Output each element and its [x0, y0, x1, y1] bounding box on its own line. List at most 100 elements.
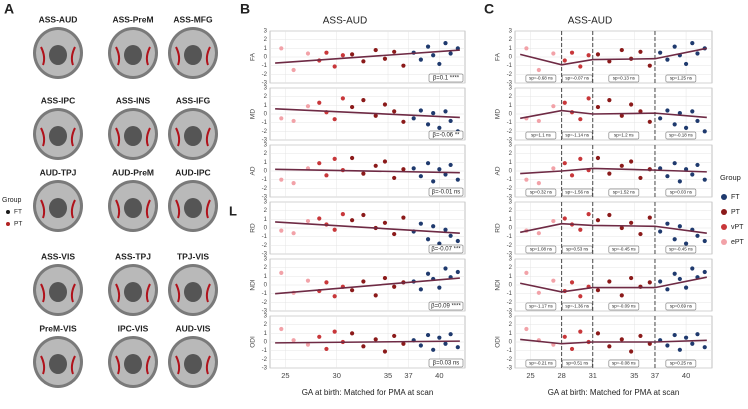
chart-title: ASS-AUD: [323, 16, 367, 27]
point: [619, 337, 624, 342]
point: [677, 111, 682, 116]
y-tick-label: -1: [262, 234, 268, 240]
point: [672, 44, 677, 49]
annotation-box: [608, 245, 640, 254]
x-tick-label: 40: [435, 371, 443, 380]
annotation-box: [561, 245, 593, 254]
y-tick-label: 3: [264, 314, 268, 320]
point: [672, 332, 677, 338]
metric-label: FA: [495, 52, 502, 61]
point: [305, 51, 311, 56]
point: [619, 293, 624, 298]
point: [382, 159, 388, 164]
annotation: sp=-0.09 ns: [612, 304, 636, 309]
point: [524, 46, 529, 51]
trend-line: [275, 277, 460, 295]
annotation-box: [665, 74, 697, 83]
y-tick-label: 2: [264, 322, 268, 328]
point: [361, 212, 366, 218]
point: [305, 218, 311, 224]
y-tick-label: 1: [264, 160, 268, 166]
point: [683, 285, 689, 290]
y-tick-label: -2: [262, 357, 268, 363]
point: [647, 63, 652, 68]
annotation: sp=0.25 ns: [670, 361, 693, 366]
point: [324, 346, 329, 352]
y-tick-label: 3: [509, 143, 513, 149]
point: [431, 53, 436, 58]
annotation: sp=0.51 ns: [566, 361, 589, 366]
brain-core: [184, 45, 202, 65]
brain-core: [124, 45, 142, 65]
point: [448, 118, 453, 124]
point: [411, 116, 416, 121]
point: [448, 51, 453, 56]
annotation: β=0.1 ****: [433, 76, 460, 82]
annotation: sp=-0.08 ns: [612, 361, 636, 366]
y-tick-label: -1: [507, 63, 513, 69]
brain-title: AUD-TPJ: [40, 167, 77, 177]
point: [443, 41, 448, 46]
point: [677, 179, 682, 184]
point: [418, 221, 423, 226]
point: [638, 333, 643, 339]
point: [279, 228, 284, 233]
point: [340, 53, 345, 58]
annotation: sp=-0.18 ns: [669, 133, 693, 138]
point: [647, 280, 652, 285]
y-tick-label: 2: [264, 208, 268, 214]
point: [683, 61, 689, 67]
point: [524, 177, 529, 182]
point: [702, 177, 707, 182]
point: [690, 172, 695, 177]
point: [562, 216, 567, 221]
annotation: sp=1.1 ns: [531, 133, 551, 138]
annotation-box: [665, 245, 697, 254]
y-tick-label: -3: [262, 81, 268, 87]
point: [586, 212, 591, 217]
point: [373, 293, 378, 298]
point: [578, 227, 583, 232]
point: [448, 162, 453, 168]
annotation: sp=0.03 ns: [670, 190, 693, 195]
point: [431, 179, 436, 184]
point: [647, 119, 652, 124]
metric-label: AD: [495, 166, 502, 175]
point: [690, 41, 695, 46]
brain-core: [124, 354, 142, 374]
annotation: β=0.03 ns: [433, 361, 460, 367]
brain-core: [49, 45, 67, 65]
point: [595, 331, 601, 336]
point: [665, 287, 670, 292]
annotation-box: [608, 188, 640, 197]
point: [401, 119, 406, 124]
annotation: sp=1.08 ns: [530, 247, 553, 252]
point: [443, 266, 448, 271]
point: [536, 290, 541, 295]
point: [373, 337, 378, 342]
brain-core: [49, 198, 67, 218]
annotation: sp=-1.36 ns: [565, 304, 589, 309]
brain-core: [184, 126, 202, 146]
point: [401, 341, 406, 346]
point: [392, 109, 397, 114]
point: [332, 294, 337, 299]
brain-title: ASS-TPJ: [115, 251, 151, 261]
y-tick-label: 3: [509, 257, 513, 263]
point: [361, 344, 366, 349]
y-tick-label: -3: [507, 138, 513, 144]
point: [317, 100, 322, 105]
point: [562, 334, 567, 339]
tract: [115, 283, 151, 303]
annotation-box: [561, 302, 593, 311]
point: [350, 331, 355, 336]
y-tick-label: -2: [507, 357, 513, 363]
point: [418, 108, 423, 113]
point: [672, 271, 677, 276]
point: [690, 109, 695, 114]
point: [672, 122, 677, 127]
metric-label: FA: [250, 52, 257, 61]
annotation-box: [665, 359, 697, 368]
point: [291, 181, 296, 186]
annotation: sp=-0.45 ns: [669, 247, 693, 252]
